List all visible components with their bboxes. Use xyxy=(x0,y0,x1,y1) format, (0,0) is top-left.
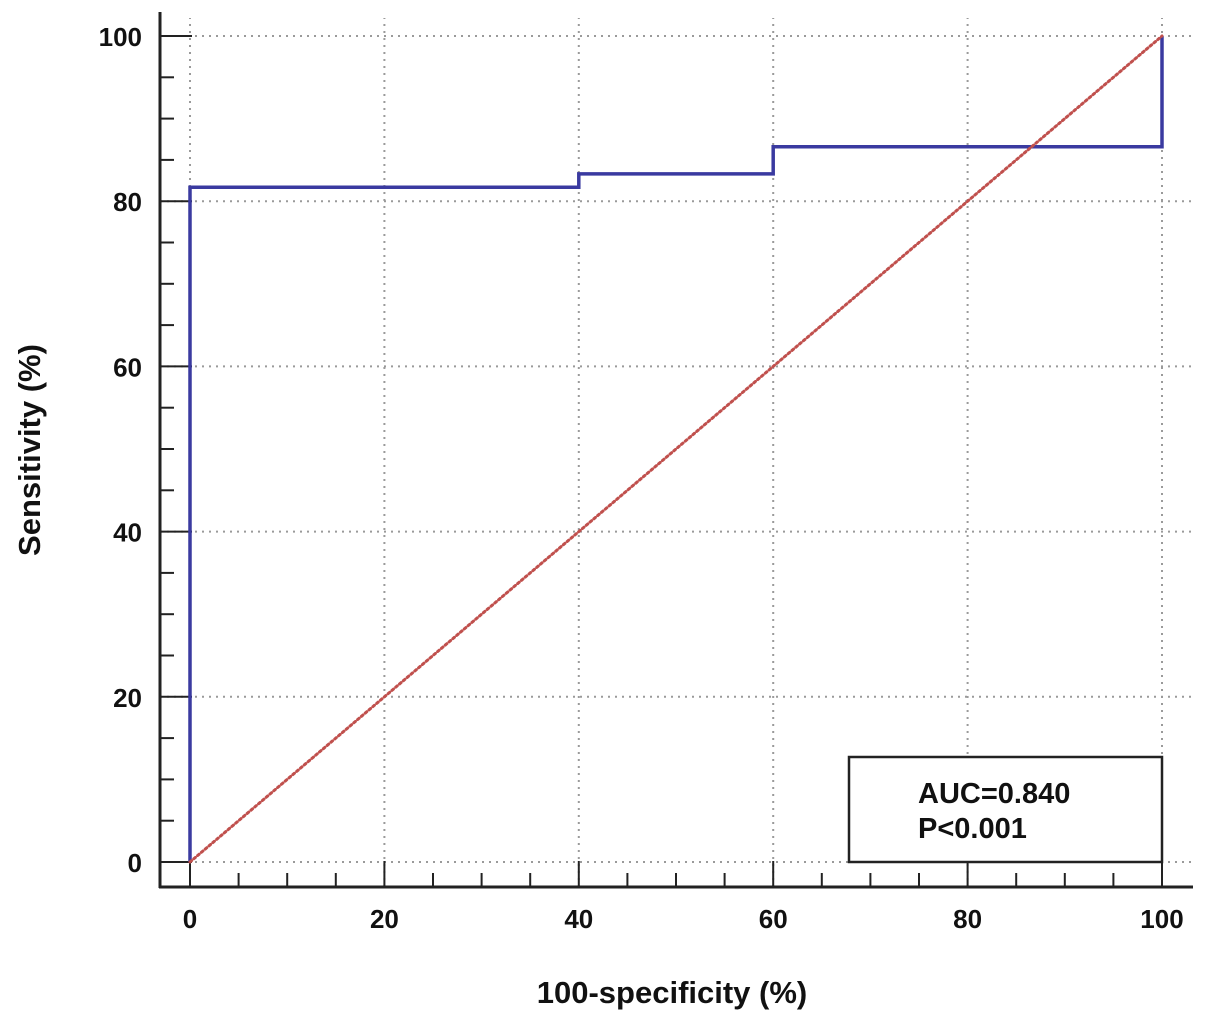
y-tick-label: 100 xyxy=(99,22,142,52)
x-tick-label: 60 xyxy=(759,904,788,934)
axes xyxy=(158,12,1193,889)
x-tick-label: 80 xyxy=(953,904,982,934)
y-tick-label: 0 xyxy=(128,848,142,878)
auc-value: AUC=0.840 xyxy=(918,778,1070,810)
x-axis-title: 100-specificity (%) xyxy=(537,975,808,1010)
y-tick-label: 20 xyxy=(113,683,142,713)
series xyxy=(188,34,1164,864)
y-tick-label: 40 xyxy=(113,518,142,548)
x-tick-label: 0 xyxy=(183,904,197,934)
annotation-frame xyxy=(847,755,1164,864)
x-tick-label: 100 xyxy=(1140,904,1183,934)
y-tick-label: 80 xyxy=(113,187,142,217)
y-axis-title: Sensitivity (%) xyxy=(12,344,47,556)
reference-diagonal-line xyxy=(188,34,1164,864)
tick-labels: 0 20 40 60 80 100 0 20 40 60 80 100 xyxy=(99,22,1184,934)
auc-annotation: AUC=0.840 P<0.001 xyxy=(847,755,1164,864)
roc-curve-line xyxy=(188,36,1164,862)
x-tick-label: 40 xyxy=(564,904,593,934)
y-tick-label: 60 xyxy=(113,352,142,382)
p-value: P<0.001 xyxy=(918,813,1027,845)
x-tick-label: 20 xyxy=(370,904,399,934)
